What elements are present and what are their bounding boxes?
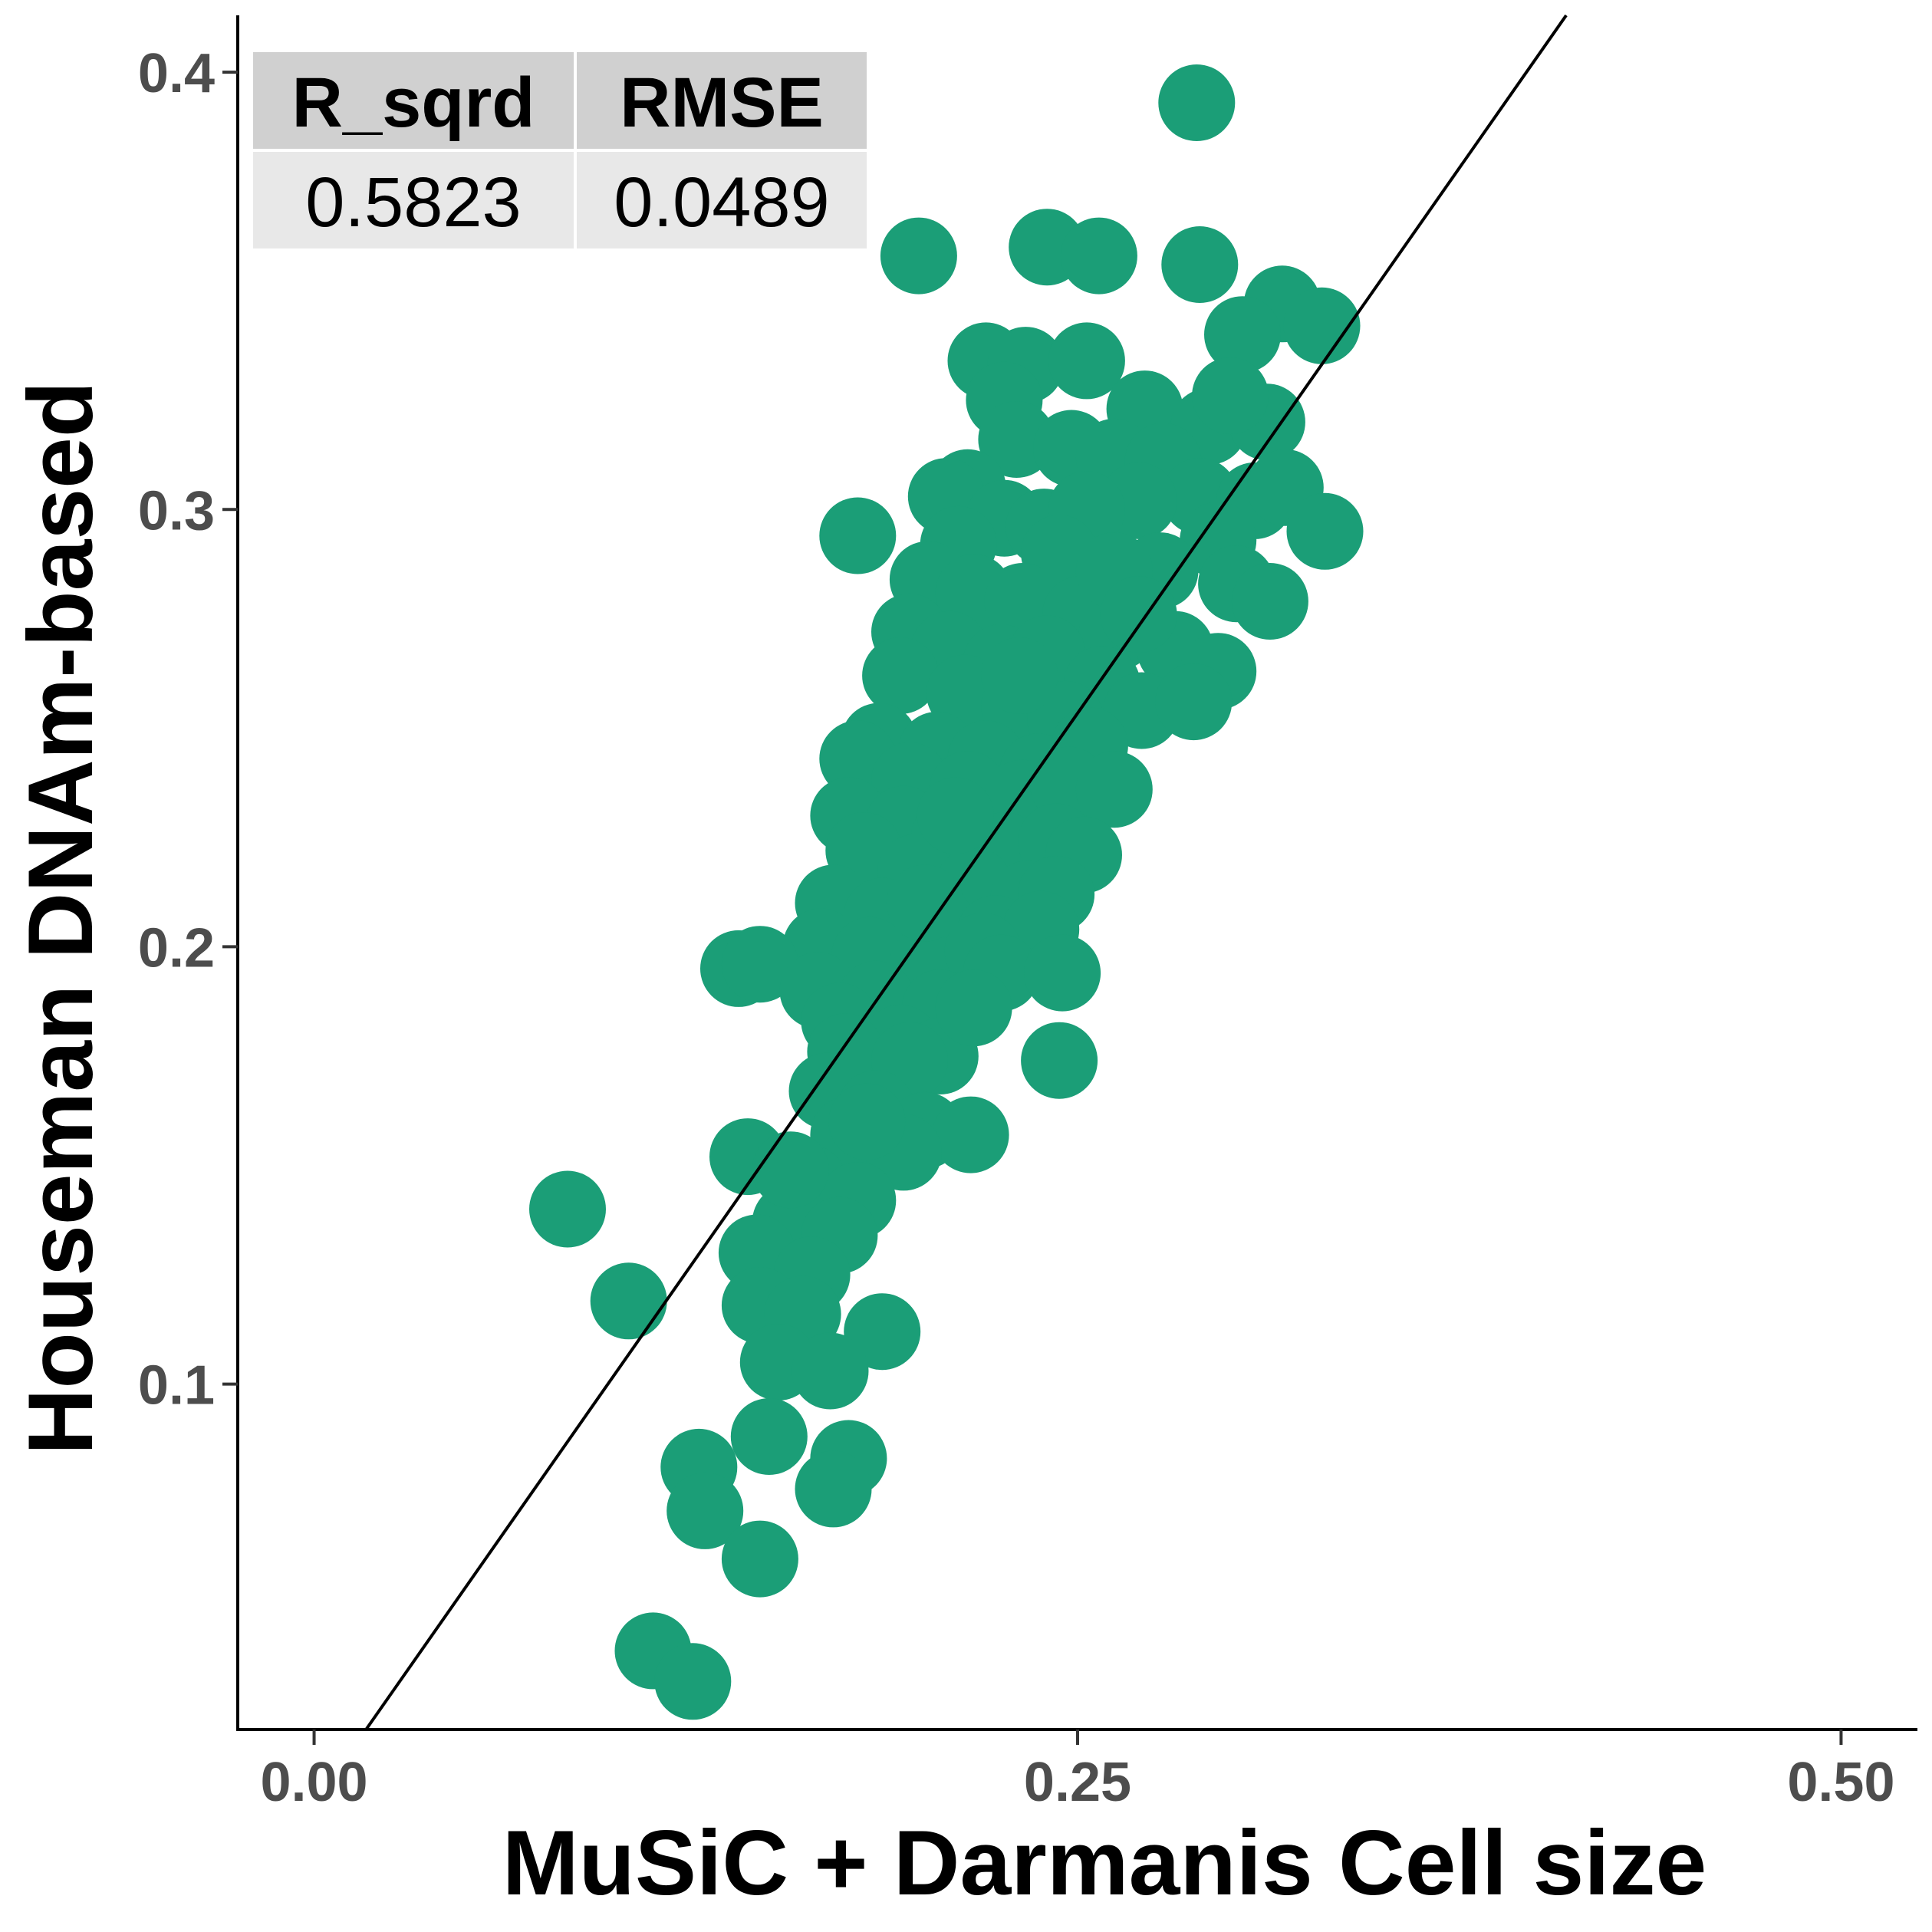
table-header-label: RMSE: [620, 64, 824, 142]
stats-table: R_sqrd RMSE 0.5823 0.0489: [253, 52, 867, 248]
points-layer: [529, 64, 1364, 1720]
x-tick-label: 0.50: [1787, 1752, 1894, 1813]
axes: 0.00 0.25 0.50 0.1 0.2 0.3 0.4: [138, 15, 1917, 1813]
data-point: [721, 1520, 798, 1598]
x-axis-title: MuSiC + Darmanis Cell size: [502, 1812, 1707, 1914]
data-point: [654, 1643, 732, 1720]
table-header-label: R_sqrd: [292, 64, 535, 142]
x-tick-label: 0.25: [1024, 1752, 1131, 1813]
data-point: [1100, 576, 1177, 653]
y-tick-label: 0.1: [138, 1355, 215, 1417]
fit-line: [364, 14, 1568, 1731]
data-point: [880, 217, 957, 295]
data-point: [886, 864, 963, 942]
data-point: [529, 1170, 606, 1248]
data-point: [819, 497, 897, 574]
data-point: [844, 1293, 921, 1371]
data-point: [1161, 226, 1239, 303]
data-point: [721, 926, 798, 1003]
table-header-cell: [253, 52, 574, 149]
y-tick-label: 0.3: [138, 480, 215, 541]
data-point: [1231, 563, 1308, 640]
data-point: [795, 1450, 872, 1528]
y-tick-label: 0.2: [138, 917, 215, 979]
data-point: [1192, 357, 1269, 434]
x-tick-label: 0.00: [260, 1752, 367, 1813]
data-point: [666, 1472, 744, 1549]
data-point: [1155, 663, 1233, 741]
table-header-cell: [577, 52, 867, 149]
data-point: [1283, 287, 1361, 364]
data-point: [1158, 64, 1236, 141]
data-point: [590, 1262, 667, 1340]
data-point: [828, 1083, 906, 1160]
data-point: [862, 637, 940, 714]
table-value-label: 0.0489: [614, 163, 829, 242]
data-point: [752, 1131, 829, 1209]
data-point: [1024, 934, 1101, 1012]
data-point: [1048, 322, 1125, 400]
data-point: [1021, 1022, 1098, 1099]
data-point: [932, 1096, 1009, 1173]
table-value-cell: [577, 152, 867, 248]
data-point: [1286, 492, 1364, 570]
data-point: [935, 969, 1012, 1047]
data-point: [1204, 296, 1281, 374]
data-point: [1060, 217, 1137, 295]
data-point: [792, 1332, 869, 1410]
data-point: [730, 1398, 808, 1475]
table-value-label: 0.5823: [305, 163, 521, 242]
data-point: [1075, 751, 1153, 828]
data-point: [981, 637, 1058, 714]
y-axis-title: Houseman DNAm-based: [9, 381, 112, 1455]
table-value-cell: [253, 152, 574, 248]
data-point: [917, 777, 994, 854]
y-tick-label: 0.4: [138, 43, 215, 104]
